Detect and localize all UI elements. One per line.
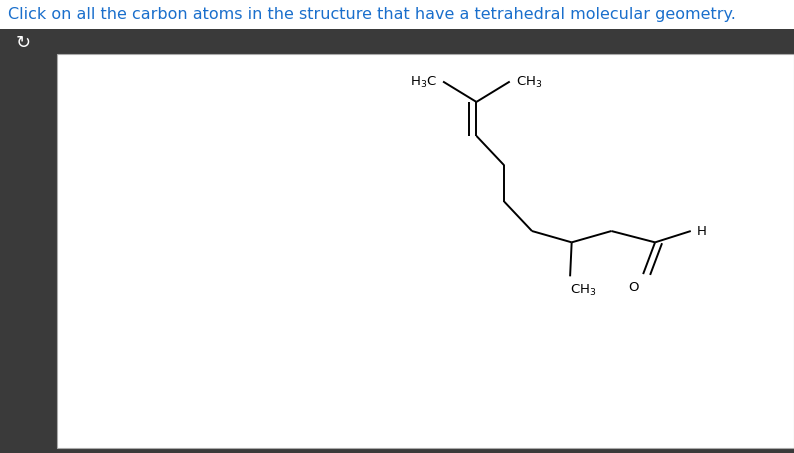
Bar bbox=[57, 54, 794, 448]
Bar bbox=[0, 0, 794, 29]
Bar bbox=[0, 57, 46, 453]
Text: O: O bbox=[628, 281, 639, 294]
Text: H: H bbox=[697, 225, 707, 237]
Text: Click on all the carbon atoms in the structure that have a tetrahedral molecular: Click on all the carbon atoms in the str… bbox=[8, 7, 736, 22]
Text: CH$_3$: CH$_3$ bbox=[516, 75, 542, 90]
Bar bbox=[0, 29, 794, 57]
Text: CH$_3$: CH$_3$ bbox=[570, 283, 596, 298]
Text: ↻: ↻ bbox=[15, 34, 31, 52]
Text: H$_3$C: H$_3$C bbox=[410, 75, 437, 90]
